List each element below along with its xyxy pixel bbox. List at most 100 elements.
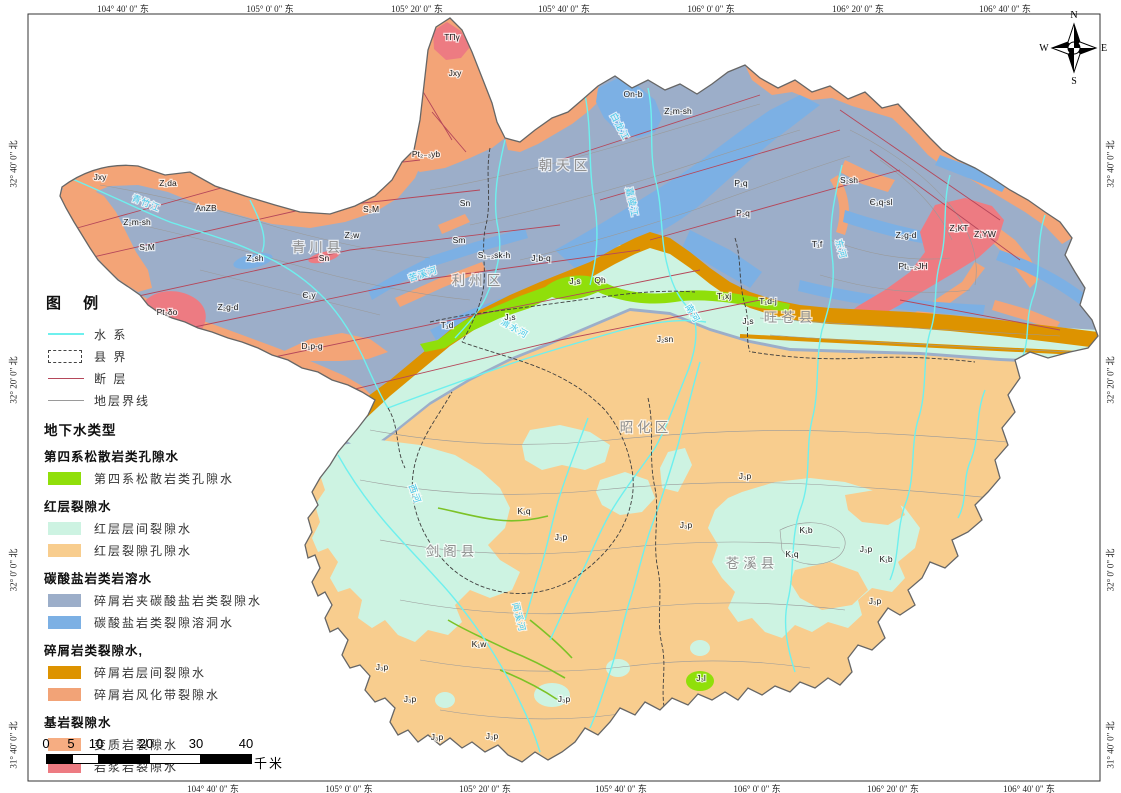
legend-swatch-label: 第四系松散岩类孔隙水 [94,471,235,486]
county-label: 苍溪县 [726,556,779,571]
geo-unit-label: J₁s [742,316,753,326]
legend-swatch-row: 红层裂隙孔隙水 [40,539,290,561]
coord-bottom: 106° 20' 0" 东 [867,784,919,793]
compass-e: E [1101,43,1107,54]
geo-unit-label: J₃p [376,662,389,672]
geo-unit-label: Pt₁₋₂JH [898,261,927,271]
geo-unit-label: Z₂m-sh [664,106,692,116]
scale-unit: 千米 [254,756,285,771]
geo-unit-label: Є₁y [302,290,316,300]
compass-rose: N S W E [1039,10,1107,87]
geo-unit-label: T₁d-j [759,296,777,306]
coord-left: 32° 0' 0" 北 [8,548,19,592]
county-label: 利州区 [452,273,505,288]
geo-unit-label: K₁b [799,525,813,535]
coord-bottom: 106° 0' 0" 东 [733,784,781,793]
geo-unit-label: J₂sn [657,334,674,344]
zone-tan-islands [790,490,905,610]
legend-swatch-row: 红层层间裂隙水 [40,517,290,539]
zone-quaternary-green [420,275,790,691]
color-swatch [48,615,81,629]
scale-segment [150,755,201,763]
scale-segment [201,755,251,763]
geo-unit-label: J₁b-q [531,253,551,263]
geo-unit-label: Z₂m-sh [123,217,151,227]
geo-unit-label: Z₁YW [974,229,996,239]
geo-unit-label: J₁s [504,312,515,322]
geo-unit-label: J₃p [486,731,499,741]
county-label: 昭化区 [620,420,673,435]
coord-bottom: 105° 0' 0" 东 [325,784,373,793]
coord-top: 105° 20' 0" 东 [391,4,443,14]
scale-segment [47,755,73,763]
scale-bar-segments [46,754,252,764]
geo-unit-label: Є₁q-sl [870,197,893,207]
scale-segment [73,755,99,763]
stratum-lines [99,103,1071,720]
geo-unit-label: Pt₂δo [157,307,178,317]
geo-unit-label: Z₂g-d [218,302,239,312]
geo-unit-label: Qh [594,275,606,285]
geo-unit-label: Z₂g-d [896,230,917,240]
legend-swatch-row: 变质岩裂隙水 [40,733,290,755]
color-swatch [48,521,81,535]
stratum-symbol [48,393,84,407]
coord-bottom: 105° 20' 0" 东 [459,784,511,793]
county-label: 旺苍县 [764,310,817,325]
geo-unit-label: J₃p [555,532,568,542]
county-label: 朝天区 [539,158,592,173]
legend-swatch-row: 碳酸盐岩类裂隙溶洞水 [40,611,290,633]
coord-bottom: 104° 40' 0" 东 [187,784,239,793]
scale-number: 5 [67,736,75,751]
color-swatch [48,665,81,679]
geo-unit-label: K₁w [472,639,488,649]
county-label: 青川县 [292,240,345,255]
legend-group-header: 碎屑岩类裂隙水, [44,644,143,658]
legend-swatch-label: 碎屑岩层间裂隙水 [94,665,207,680]
coord-left: 32° 40' 0" 北 [8,140,19,188]
legend-swatch-row: 碎屑岩风化带裂隙水 [40,683,290,705]
scale-number: 0 [42,736,50,751]
legend-item-label: 断 层 [94,371,128,386]
legend-item-label: 县 界 [94,349,128,364]
coord-left: 32° 20' 0" 北 [8,356,19,404]
compass-w: W [1039,43,1049,54]
legend-swatch-label: 碳酸盐岩类裂隙溶洞水 [94,615,235,630]
coord-right: 31° 40' 0" 北 [1105,721,1116,769]
geo-unit-label: Sm [453,235,466,245]
geo-unit-label: J₃p [404,694,417,704]
legend-swatch-label: 碎屑岩夹碳酸盐岩类裂隙水 [94,593,263,608]
legend-group-header: 红层裂隙水 [44,500,112,514]
geo-unit-label: Pt₂₋₃yb [412,149,441,159]
scale-number: 10 [88,736,104,751]
geo-unit-label: S₂sh [840,175,858,185]
county-label: 剑阁县 [426,544,479,559]
coord-right: 32° 40' 0" 北 [1105,140,1116,188]
geo-unit-label: Z₁da [159,178,177,188]
geo-unit-label: J₃p [431,732,444,742]
geo-unit-label: On-b [624,89,643,99]
compass-s: S [1071,76,1077,87]
geo-unit-label: TΠγ [444,32,460,42]
coord-right: 32° 0' 0" 北 [1105,548,1116,592]
geo-unit-label: T₁f [812,239,823,249]
geo-unit-label: J₃p [869,596,882,606]
geo-unit-label: Sn [319,253,330,263]
fault-lines [69,89,1061,396]
geo-unit-label: J₃p [739,471,752,481]
legend-swatch-row: 碎屑岩夹碳酸盐岩类裂隙水 [40,589,290,611]
geo-unit-label: J₃p [860,544,873,554]
geo-unit-label: Jxy [449,68,463,78]
zone-brown-thin-east [739,334,1098,356]
legend-swatch-label: 变质岩裂隙水 [94,737,179,752]
county-symbol [48,349,84,363]
geo-unit-label: K₁q [785,549,799,559]
legend-group-header: 碳酸盐岩类岩溶水 [44,572,153,586]
county-boundaries [387,147,976,713]
geo-unit-label: S₁₋₂sk-h [478,250,511,260]
geo-unit-label: Jxy [94,172,108,182]
coord-top: 106° 0' 0" 东 [687,4,735,14]
geo-unit-label: Sn [460,198,471,208]
legend-item-stratum: 地层界线 [40,389,290,411]
